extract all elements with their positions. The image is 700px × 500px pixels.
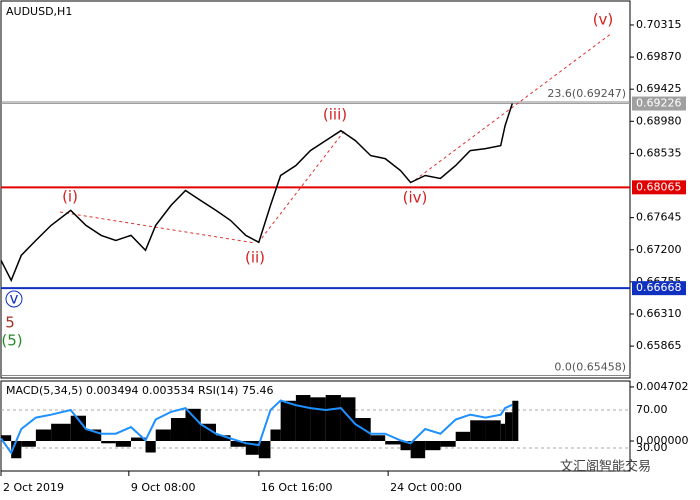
level-tag [632,180,686,195]
level-label: 0.69226 [636,97,682,110]
price-line [0,103,514,283]
x-tick-label: 9 Oct 08:00 [131,481,196,494]
macd-bar [512,400,519,441]
wave-label: (i) [62,188,78,206]
y-tick-label: 0.004702 [636,380,689,393]
macd-bar [425,441,441,451]
chart-title: AUDUSD,H1 [6,5,72,18]
macd-bar [310,397,326,441]
macd-bar [470,420,486,441]
macd-bar [340,397,356,441]
macd-bar [385,441,401,445]
y-tick-label: 0.68980 [636,114,682,127]
macd-bar [145,441,156,453]
level-label: 0.68065 [636,180,682,193]
macd-bar [455,431,471,441]
y-tick-label: 0.68535 [636,146,682,159]
macd-bar [101,441,116,444]
indicator-frame [0,380,631,472]
macd-bar [258,441,271,459]
y-tick-label: 0.67645 [636,211,682,224]
wave-trend [414,32,613,181]
y-tick-label: 0.65865 [636,339,682,352]
macd-bar [21,441,36,447]
macd-bar [155,429,171,441]
y2-tick-label: 70.00 [636,403,668,416]
wave-label: (v) [593,11,614,29]
fib-label: 0.0(0.65458) [554,360,626,373]
wave-label: (5) [1,332,22,350]
macd-bar [325,395,341,441]
watermark: 文汇阁智能交易 [560,459,651,475]
y-tick-label: 0.70315 [636,18,682,31]
macd-bar [1,435,12,441]
wave-label: (iv) [403,189,428,207]
macd-bar [230,441,246,447]
fib-label: 23.6(0.69247) [547,87,626,100]
x-tick-label: 24 Oct 00:00 [390,481,462,494]
macd-bar [70,415,86,441]
y-tick-label: 0.67200 [636,243,682,256]
macd-bar [11,441,22,459]
wave-trend [59,211,256,244]
macd-bar [270,429,281,441]
x-tick-label: 16 Oct 16:00 [261,481,333,494]
macd-bar [51,423,71,441]
level-label: 0.66668 [636,281,682,294]
macd-bar [185,408,201,441]
macd-bar [505,412,513,441]
macd-bar [500,423,506,441]
y2-tick-label: 30.00 [636,441,668,454]
macd-bar [115,441,132,447]
wave-label: 5 [5,314,15,332]
wave-label: (ii) [245,249,265,267]
y-tick-label: 0.69425 [636,82,682,95]
indicator-title: MACD(5,34,5) 0.003494 0.003534 RSI(14) 7… [6,384,273,397]
level-tag [632,96,686,111]
macd-bar [35,429,52,441]
macd-bar [440,441,456,447]
macd-bar [370,435,386,441]
level-tag [632,281,686,296]
wave-label: (iii) [323,106,347,124]
wave-circle [5,290,23,308]
macd-bar [215,435,231,441]
y-tick-label: 0.000000 [636,434,689,447]
macd-bar [295,395,311,441]
macd-bar [485,420,501,441]
macd-bar [410,441,426,459]
macd-bar [200,423,216,441]
macd-bar [85,429,102,441]
rsi-line [0,399,513,455]
wave-label: v [10,290,19,308]
macd-bar [131,437,146,441]
y-tick-label: 0.69870 [636,50,682,63]
y-tick-label: 0.66310 [636,307,682,320]
main-frame [0,0,631,379]
macd-bar [280,400,296,441]
macd-bar [400,441,411,451]
x-tick-label: 2 Oct 2019 [3,481,64,494]
macd-bar [170,418,186,441]
